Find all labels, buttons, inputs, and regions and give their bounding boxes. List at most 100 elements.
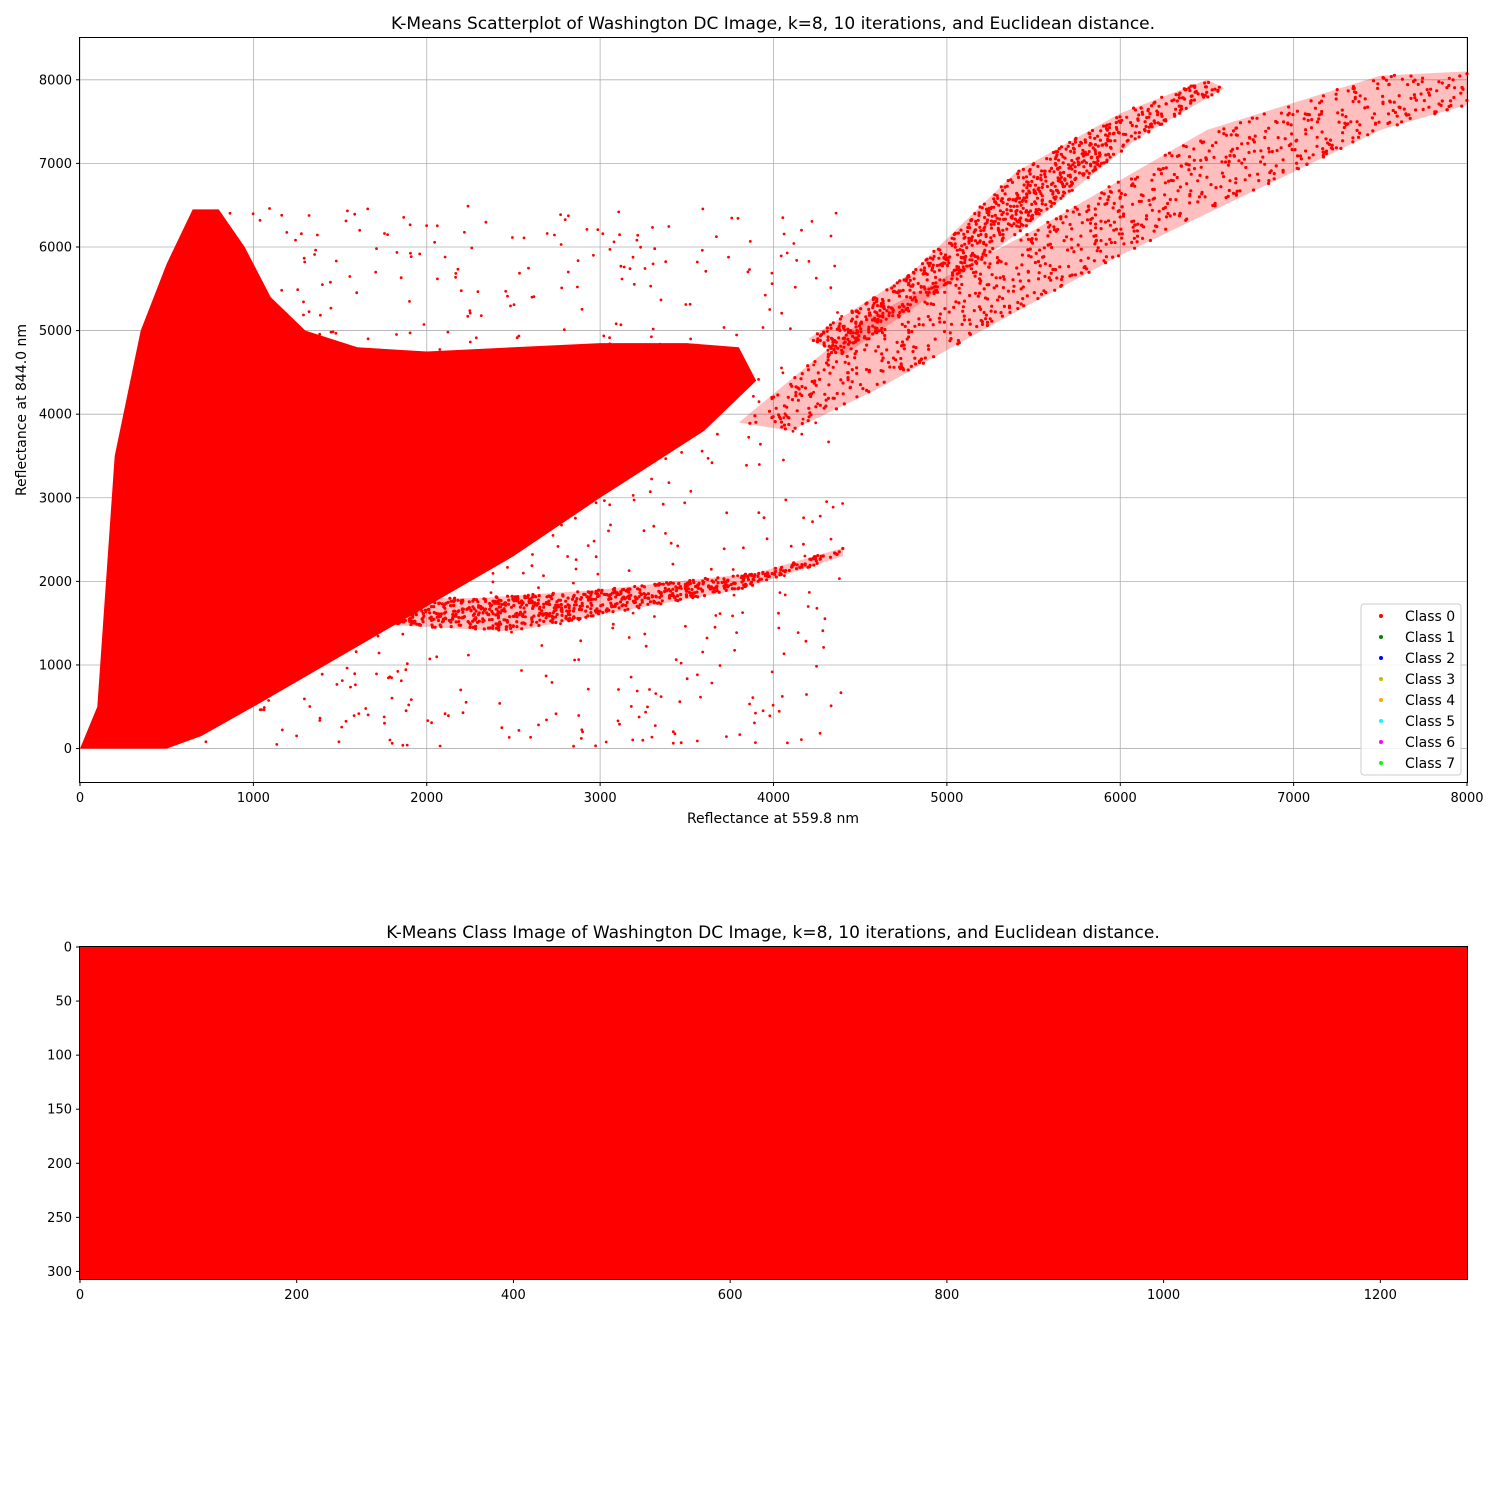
class-0-point	[1014, 212, 1018, 216]
class-0-point	[811, 520, 814, 524]
class-0-point	[716, 359, 719, 363]
class-0-point	[1039, 178, 1043, 182]
class-0-point	[781, 371, 785, 375]
class-0-point	[421, 616, 425, 621]
class-0-point	[709, 585, 713, 589]
class-0-point	[213, 713, 217, 716]
class-0-point	[568, 475, 572, 478]
class-0-point	[833, 264, 837, 268]
class-0-point	[982, 250, 986, 254]
class-0-point	[1144, 217, 1148, 221]
class-0-point	[898, 279, 902, 283]
class-0-point	[511, 624, 515, 629]
class-0-point	[457, 620, 461, 624]
class-0-point	[489, 591, 493, 594]
class-0-point	[574, 603, 578, 607]
class-0-point	[1406, 83, 1410, 87]
y-tick-label: 300	[47, 1265, 72, 1280]
class-0-point	[1049, 278, 1053, 282]
class-0-point	[349, 685, 352, 689]
class-0-point	[545, 718, 548, 722]
class-0-point	[881, 311, 885, 315]
class-0-point	[1049, 166, 1054, 170]
class-0-point	[1243, 178, 1247, 182]
class-0-point	[899, 364, 904, 369]
class-0-point	[658, 342, 662, 346]
class-0-point	[752, 578, 756, 582]
x-tick-label: 6000	[1104, 791, 1137, 806]
class-0-point	[1213, 87, 1217, 91]
class-0-point	[980, 206, 984, 210]
class-0-point	[1025, 193, 1029, 197]
class-0-point	[785, 405, 789, 409]
class-0-point	[815, 561, 819, 566]
class-0-point	[1135, 240, 1139, 244]
class-0-point	[421, 620, 425, 624]
class-0-point	[637, 595, 641, 599]
class-0-point	[1263, 162, 1267, 166]
class-0-point	[366, 620, 370, 624]
class-0-point	[1004, 262, 1008, 266]
class-0-point	[1079, 234, 1083, 238]
class-0-point	[511, 236, 514, 239]
class-0-point	[1114, 125, 1118, 130]
class-0-point	[795, 563, 799, 567]
class-0-point	[1129, 121, 1133, 125]
class-0-point	[481, 611, 485, 614]
class-0-point	[1351, 140, 1355, 144]
class-0-point	[1354, 91, 1358, 95]
class-0-point	[667, 596, 672, 600]
class-0-point	[985, 210, 989, 215]
class-0-point	[483, 367, 487, 371]
class-0-point	[1036, 259, 1041, 264]
class-0-point	[873, 316, 877, 320]
class-0-point	[478, 507, 482, 511]
class-0-point	[564, 616, 568, 620]
class-0-point	[1120, 236, 1124, 240]
class-0-point	[905, 295, 909, 299]
class-0-point	[1179, 164, 1184, 168]
class-0-point	[600, 473, 604, 476]
class-0-point	[396, 670, 400, 673]
class-0-point	[627, 597, 632, 601]
class-0-point	[922, 269, 927, 273]
class-0-point	[959, 260, 963, 264]
class-0-point	[1043, 274, 1047, 278]
class-0-point	[473, 627, 478, 631]
class-0-point	[1164, 166, 1168, 170]
class-0-point	[1018, 229, 1022, 233]
class-0-point	[1187, 168, 1191, 172]
class-0-point	[542, 602, 546, 606]
class-0-point	[1079, 247, 1083, 251]
class-0-point	[1032, 175, 1036, 179]
class-0-point	[968, 332, 973, 336]
class-0-point	[880, 352, 884, 356]
class-0-point	[1014, 209, 1018, 214]
class-0-point	[472, 617, 476, 622]
class-0-point	[982, 242, 986, 246]
class-0-point	[624, 375, 627, 379]
class-0-point	[559, 622, 562, 626]
class-0-point	[471, 625, 475, 630]
class-0-point	[927, 287, 931, 291]
class-0-point	[696, 586, 700, 590]
class-0-point	[675, 594, 680, 598]
class-0-point	[1043, 169, 1047, 173]
class-0-point	[246, 666, 249, 670]
class-0-point	[1238, 121, 1243, 125]
class-0-point	[1036, 296, 1040, 301]
class-0-point	[848, 386, 852, 390]
class-0-point	[855, 371, 859, 376]
class-0-point	[1135, 175, 1140, 179]
class-0-point	[551, 620, 555, 624]
legend-marker	[1379, 677, 1383, 681]
class-0-point	[409, 698, 413, 701]
class-0-point	[1027, 189, 1031, 193]
class-0-point	[1240, 161, 1244, 165]
class-0-point	[1224, 133, 1228, 137]
class-0-point	[918, 290, 923, 294]
class-0-point	[807, 591, 811, 594]
class-0-point	[957, 286, 961, 290]
class-0-point	[902, 305, 906, 309]
